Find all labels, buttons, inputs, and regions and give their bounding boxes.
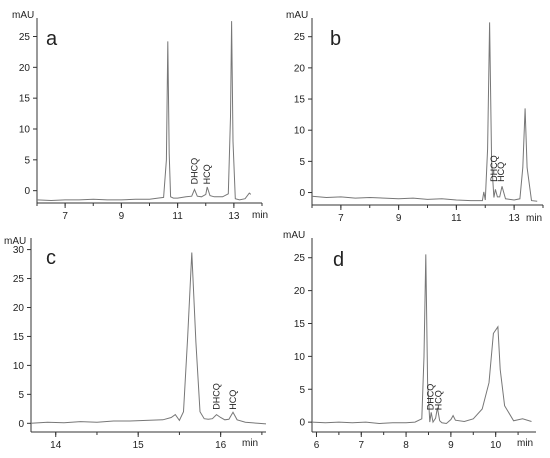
peak-label-dhcq: DHCQ (489, 155, 499, 181)
y-tick-label: 10 (294, 352, 306, 363)
panel-letter: a (46, 28, 58, 50)
peak-label-dhcq: DHCQ (212, 383, 222, 410)
x-tick-label: 8 (403, 440, 409, 451)
y-tick-label: 0 (24, 186, 30, 197)
chromatogram-trace (30, 252, 267, 425)
y-tick-label: 0 (299, 188, 305, 199)
y-tick-label: 25 (19, 32, 31, 43)
y-tick-label: 25 (294, 32, 306, 43)
y-tick-label: 10 (13, 361, 25, 372)
chart-panel-c: 0 5 10 15 20 25 30 14 15 16 mAU min c DHCQ HCQ (4, 236, 267, 451)
x-unit-label: min (517, 438, 533, 449)
x-tick-label: 9 (396, 213, 402, 224)
panel-letter: b (330, 28, 341, 50)
y-tick-label: 5 (18, 390, 24, 401)
panel-letter: c (46, 247, 56, 269)
chromatogram-trace (311, 254, 532, 425)
x-unit-label: min (526, 213, 542, 224)
y-tick-label: 20 (19, 63, 31, 74)
y-tick-label: 15 (19, 94, 31, 105)
x-unit-label: min (252, 210, 268, 221)
y-tick-label: 10 (19, 125, 31, 136)
peak-label-hcq: HCQ (228, 390, 238, 410)
x-tick-label: 11 (172, 211, 183, 222)
peak-label-hcq: HCQ (202, 164, 212, 184)
x-tick-label: 9 (119, 211, 125, 222)
peak-label-hcq: HCQ (496, 162, 506, 182)
panel-letter: d (333, 249, 344, 271)
x-tick-label: 6 (314, 440, 320, 451)
x-tick-label: 9 (448, 440, 454, 451)
y-tick-label: 25 (294, 253, 306, 264)
peak-label-dhcq: DHCQ (190, 158, 200, 185)
x-tick-label: 13 (509, 213, 521, 224)
y-tick-label: 10 (294, 126, 306, 137)
x-tick-label: 7 (62, 211, 68, 222)
y-unit-label: mAU (4, 236, 26, 247)
x-tick-label: 16 (215, 440, 227, 451)
x-tick-label: 7 (358, 440, 364, 451)
y-tick-label: 20 (294, 286, 306, 297)
y-tick-label: 5 (299, 385, 305, 396)
y-tick-label: 20 (13, 303, 25, 314)
y-tick-label: 5 (299, 157, 305, 168)
y-tick-label: 0 (299, 418, 305, 429)
x-unit-label: min (242, 438, 258, 449)
x-tick-label: 13 (228, 211, 240, 222)
x-tick-label: 11 (451, 213, 462, 224)
y-tick-label: 30 (13, 245, 25, 256)
y-tick-label: 0 (18, 419, 24, 430)
y-tick-label: 15 (13, 332, 25, 343)
y-unit-label: mAU (283, 230, 305, 241)
x-tick-label: 10 (490, 440, 502, 451)
y-unit-label: mAU (12, 10, 34, 21)
y-tick-label: 20 (294, 63, 306, 74)
x-tick-label: 7 (338, 213, 344, 224)
y-tick-label: 25 (13, 274, 25, 285)
x-tick-label: 15 (133, 440, 145, 451)
x-tick-label: 14 (50, 440, 62, 451)
chart-panel-a: 0 5 10 15 20 25 7 9 11 13 mAU min a DHCQ HCQ (12, 10, 268, 222)
y-tick-label: 5 (24, 155, 30, 166)
chromatogram-trace (36, 21, 252, 202)
chromatogram-trace (311, 22, 538, 202)
peak-label-dhcq: DHCQ (426, 384, 436, 411)
y-tick-label: 15 (294, 319, 306, 330)
y-tick-label: 15 (294, 95, 306, 106)
peak-label-hcq: HCQ (433, 390, 443, 410)
y-unit-label: mAU (286, 10, 308, 21)
